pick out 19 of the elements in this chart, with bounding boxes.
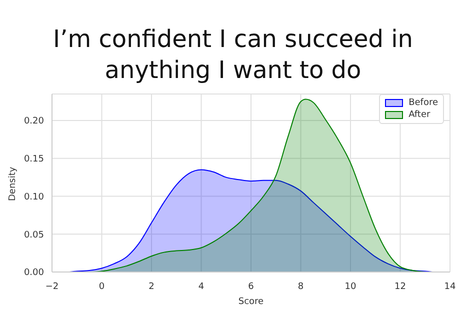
x-tick-label: 10 xyxy=(344,282,356,292)
y-tick-label: 0.15 xyxy=(24,154,44,165)
y-tick-label: 0.00 xyxy=(24,268,44,278)
legend-label: After xyxy=(408,109,430,121)
y-tick-label: 0.20 xyxy=(24,116,44,127)
x-tick-label: 8 xyxy=(298,282,304,292)
y-tick-label: 0.10 xyxy=(24,192,44,202)
legend-label: Before xyxy=(408,97,438,109)
chart-title: I’m confident I can succeed in anything I want to do xyxy=(52,24,414,86)
x-tick-label: 12 xyxy=(394,282,406,292)
x-tick-label: 0 xyxy=(98,282,105,292)
y-axis-title: Density xyxy=(8,166,18,201)
x-tick-label: 2 xyxy=(148,282,154,292)
x-tick-label: 14 xyxy=(444,282,456,292)
x-tick-label: −2 xyxy=(45,282,59,292)
y-tick-label: 0.05 xyxy=(24,230,44,240)
x-tick-label: 6 xyxy=(248,282,254,292)
x-axis-title: Score xyxy=(238,297,264,307)
x-tick-label: 4 xyxy=(198,282,204,292)
